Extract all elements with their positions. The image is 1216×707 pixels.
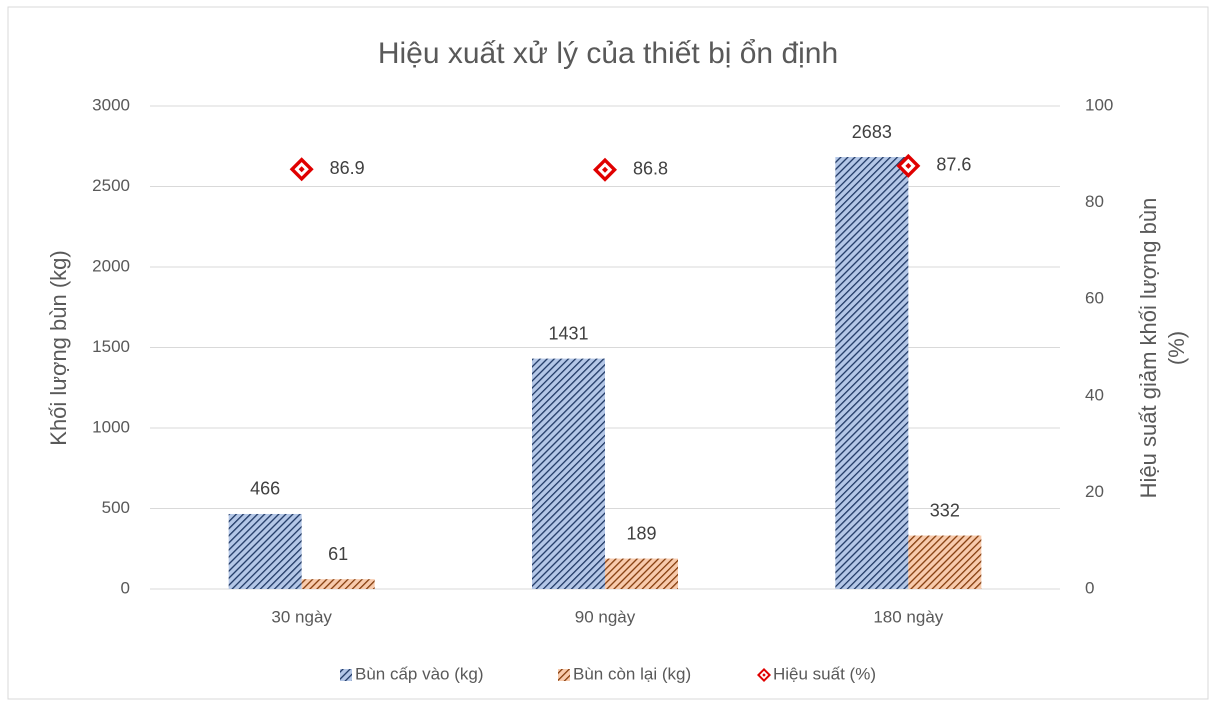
marker-core bbox=[602, 166, 608, 173]
legend-swatch bbox=[558, 669, 570, 681]
scatter-point bbox=[593, 157, 617, 182]
bar bbox=[301, 579, 375, 589]
data-label: 86.9 bbox=[330, 158, 365, 178]
bar bbox=[835, 157, 909, 590]
legend-swatch bbox=[757, 668, 771, 682]
scatter-point bbox=[289, 157, 314, 182]
y-tick-label: 1500 bbox=[92, 337, 130, 356]
y2-tick-label: 20 bbox=[1085, 482, 1104, 501]
y2-tick-label: 40 bbox=[1085, 385, 1104, 404]
x-tick-label: 180 ngày bbox=[873, 607, 943, 626]
legend-label: Bùn cấp vào (kg) bbox=[355, 664, 484, 683]
y-tick-label: 3000 bbox=[92, 95, 130, 114]
legend-label: Hiệu suất (%) bbox=[773, 664, 876, 683]
x-tick-label: 30 ngày bbox=[271, 607, 332, 626]
scatter-point bbox=[896, 153, 921, 178]
legend-swatch bbox=[340, 669, 352, 681]
chart-title: Hiệu xuất xử lý của thiết bị ổn định bbox=[378, 37, 838, 70]
data-label: 189 bbox=[626, 523, 656, 543]
data-label: 2683 bbox=[852, 122, 892, 142]
y-tick-label: 0 bbox=[121, 578, 130, 597]
marker-core bbox=[298, 166, 305, 173]
marker-core bbox=[905, 162, 912, 169]
y-tick-label: 500 bbox=[102, 498, 130, 517]
data-label: 466 bbox=[250, 479, 280, 499]
y-tick-label: 2500 bbox=[92, 176, 130, 195]
data-label: 1431 bbox=[548, 323, 588, 343]
y-axis-title: Khối lượng bùn (kg) bbox=[46, 250, 71, 445]
x-tick-label: 90 ngày bbox=[575, 607, 636, 626]
y2-tick-label: 60 bbox=[1085, 289, 1104, 308]
bar bbox=[605, 558, 678, 589]
data-label: 61 bbox=[328, 544, 348, 564]
y2-tick-label: 0 bbox=[1085, 578, 1094, 597]
bar bbox=[908, 535, 982, 589]
marker-core bbox=[762, 673, 766, 677]
chart-border bbox=[7, 6, 1209, 700]
data-label: 86.8 bbox=[633, 159, 668, 179]
legend-label: Bùn còn lại (kg) bbox=[573, 664, 691, 683]
y2-tick-label: 100 bbox=[1085, 95, 1113, 114]
data-label: 87.6 bbox=[936, 155, 971, 175]
bar bbox=[228, 513, 302, 589]
y2-tick-label: 80 bbox=[1085, 192, 1104, 211]
bar bbox=[532, 358, 605, 589]
data-label: 332 bbox=[930, 500, 960, 520]
y2-axis-title: (%) bbox=[1164, 331, 1189, 365]
y2-axis-title: Hiệu suất giảm khối lượng bùn bbox=[1136, 198, 1161, 499]
y-tick-label: 2000 bbox=[92, 256, 130, 275]
y-tick-label: 1000 bbox=[92, 417, 130, 436]
